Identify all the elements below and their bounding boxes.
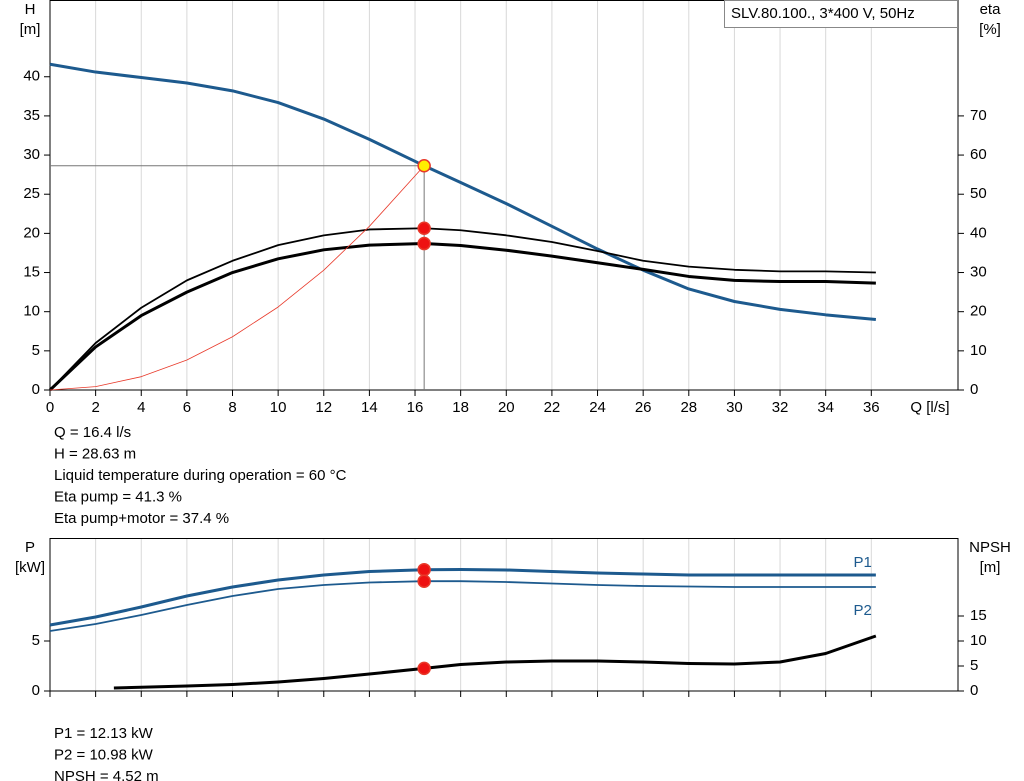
x-tick-label: 0	[46, 399, 54, 416]
curve	[49, 165, 425, 391]
duty-point	[417, 562, 431, 577]
y-tick-label: 35	[23, 107, 40, 124]
y2-axis-unit: [m]	[980, 559, 1001, 576]
y-tick-label: 15	[23, 263, 40, 280]
x-tick-label: 26	[635, 399, 652, 416]
y-tick-label: 40	[23, 68, 40, 85]
y2-axis-unit: [%]	[979, 21, 1001, 38]
x-tick-label: 18	[452, 399, 469, 416]
y-tick-label: 30	[23, 146, 40, 163]
plot-frame	[49, 0, 959, 391]
y2-tick-label: 0	[970, 381, 978, 398]
y2-tick-label: 70	[970, 107, 987, 124]
y-tick-label: 20	[23, 224, 40, 241]
y-axis-unit: [kW]	[15, 559, 45, 576]
x-tick-label: 8	[228, 399, 236, 416]
series-label: P2	[854, 602, 872, 619]
y2-tick-label: 0	[970, 682, 978, 699]
x-tick-label: 4	[137, 399, 145, 416]
duty-point	[417, 159, 431, 173]
y-tick-label: 5	[32, 632, 40, 649]
annotation: NPSH = 4.52 m	[54, 768, 159, 781]
annotation: H = 28.63 m	[54, 445, 136, 462]
y-axis-unit: [m]	[20, 21, 41, 38]
x-tick-label: 36	[863, 399, 880, 416]
x-tick-label: 28	[680, 399, 697, 416]
y-tick-label: 0	[32, 682, 40, 699]
curve	[113, 634, 877, 690]
x-tick-label: 14	[361, 399, 378, 416]
x-tick-label: 32	[772, 399, 789, 416]
y2-tick-label: 60	[970, 146, 987, 163]
x-tick-label: 10	[270, 399, 287, 416]
y-axis-label: H	[25, 1, 36, 18]
curve	[49, 227, 876, 391]
y2-tick-label: 10	[970, 342, 987, 359]
y2-tick-label: 50	[970, 185, 987, 202]
annotation: Liquid temperature during operation = 60…	[54, 467, 347, 484]
y2-tick-label: 5	[970, 657, 978, 674]
y2-tick-label: 20	[970, 303, 987, 320]
duty-point	[417, 221, 431, 236]
x-tick-label: 24	[589, 399, 606, 416]
chart-title: SLV.80.100., 3*400 V, 50Hz	[731, 5, 915, 22]
series-label: P1	[854, 554, 872, 571]
y2-tick-label: 15	[970, 607, 987, 624]
y2-tick-label: 10	[970, 632, 987, 649]
x-tick-label: 22	[544, 399, 561, 416]
y-tick-label: 25	[23, 185, 40, 202]
x-axis-label: Q [l/s]	[910, 399, 949, 416]
curve	[49, 580, 876, 632]
x-tick-label: 12	[315, 399, 332, 416]
annotation: P2 = 10.98 kW	[54, 746, 154, 763]
x-tick-label: 6	[183, 399, 191, 416]
y-tick-label: 10	[23, 303, 40, 320]
annotation: P1 = 12.13 kW	[54, 725, 154, 742]
curve	[49, 568, 876, 627]
x-tick-label: 16	[407, 399, 424, 416]
curve	[49, 62, 877, 322]
plot-frame	[49, 538, 959, 692]
y2-tick-label: 40	[970, 224, 987, 241]
x-tick-label: 20	[498, 399, 515, 416]
x-tick-label: 2	[91, 399, 99, 416]
y2-axis-label: NPSH	[969, 539, 1011, 556]
annotation: Eta pump+motor = 37.4 %	[54, 510, 229, 527]
annotation: Q = 16.4 l/s	[54, 424, 131, 441]
x-tick-label: 30	[726, 399, 743, 416]
x-tick-label: 34	[817, 399, 834, 416]
duty-point	[417, 236, 431, 251]
title-box	[724, 0, 958, 28]
y-tick-label: 5	[32, 342, 40, 359]
y-tick-label: 0	[32, 381, 40, 398]
duty-point	[417, 661, 431, 676]
curve	[48, 242, 876, 392]
y2-tick-label: 30	[970, 263, 987, 280]
duty-point	[417, 574, 431, 588]
y-axis-label: P	[25, 539, 35, 556]
annotation: Eta pump = 41.3 %	[54, 488, 182, 505]
y2-axis-label: eta	[980, 1, 1002, 18]
